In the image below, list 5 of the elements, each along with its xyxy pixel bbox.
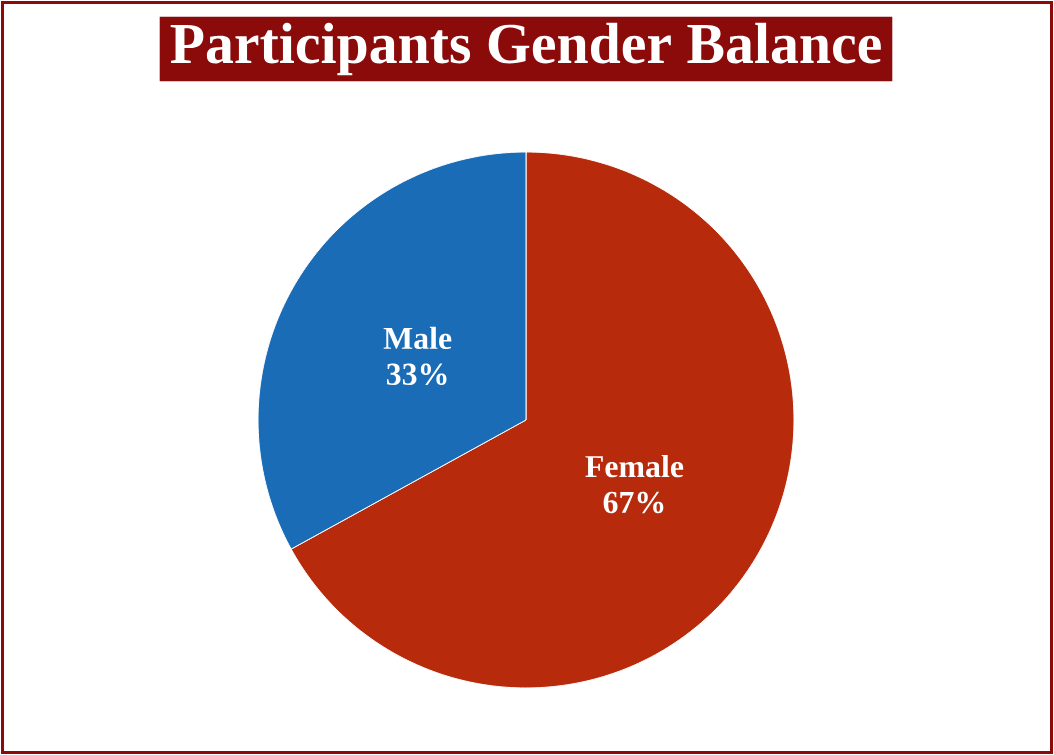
- data-label: 67%: [603, 491, 664, 514]
- chart-title: Participants Gender Balance: [170, 22, 881, 76]
- data-label: 33%: [386, 363, 447, 386]
- slice-label: Male: [383, 326, 452, 350]
- slice-label: Female: [585, 454, 684, 478]
